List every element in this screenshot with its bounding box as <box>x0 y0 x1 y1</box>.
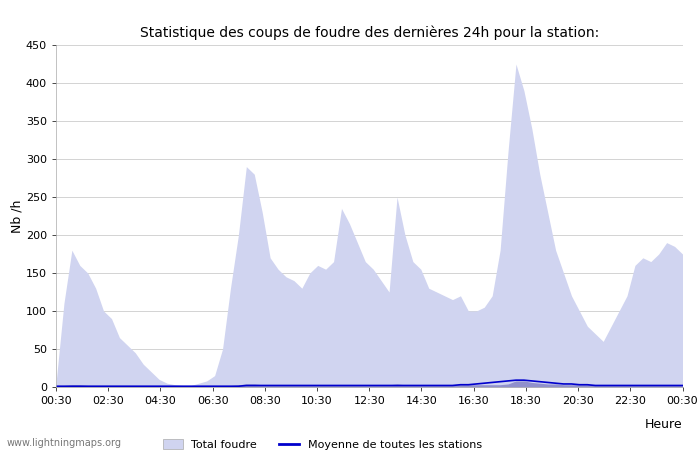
Text: Heure: Heure <box>645 418 682 431</box>
Y-axis label: Nb /h: Nb /h <box>10 199 23 233</box>
Text: www.lightningmaps.org: www.lightningmaps.org <box>7 438 122 448</box>
Title: Statistique des coups de foudre des dernières 24h pour la station:: Statistique des coups de foudre des dern… <box>139 25 599 40</box>
